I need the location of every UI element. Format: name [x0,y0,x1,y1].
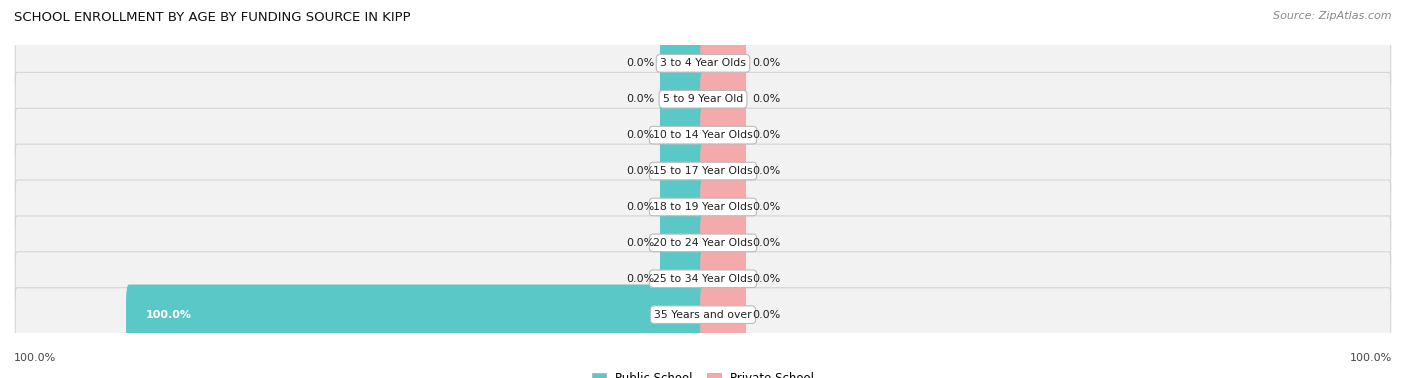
Text: 0.0%: 0.0% [626,166,654,176]
FancyBboxPatch shape [659,105,706,165]
FancyBboxPatch shape [15,216,1391,270]
FancyBboxPatch shape [700,177,747,237]
Legend: Public School, Private School: Public School, Private School [586,367,820,378]
Text: 20 to 24 Year Olds: 20 to 24 Year Olds [654,238,752,248]
Text: SCHOOL ENROLLMENT BY AGE BY FUNDING SOURCE IN KIPP: SCHOOL ENROLLMENT BY AGE BY FUNDING SOUR… [14,11,411,24]
FancyBboxPatch shape [15,252,1391,306]
Text: 10 to 14 Year Olds: 10 to 14 Year Olds [654,130,752,140]
Text: 0.0%: 0.0% [752,274,780,284]
FancyBboxPatch shape [700,69,747,129]
FancyBboxPatch shape [15,72,1391,126]
FancyBboxPatch shape [659,177,706,237]
FancyBboxPatch shape [127,285,706,345]
FancyBboxPatch shape [659,141,706,201]
Text: 3 to 4 Year Olds: 3 to 4 Year Olds [659,58,747,68]
Text: 18 to 19 Year Olds: 18 to 19 Year Olds [654,202,752,212]
FancyBboxPatch shape [700,105,747,165]
Text: 35 Years and over: 35 Years and over [654,310,752,320]
Text: 5 to 9 Year Old: 5 to 9 Year Old [662,94,744,104]
FancyBboxPatch shape [700,141,747,201]
FancyBboxPatch shape [700,285,747,345]
Text: 0.0%: 0.0% [752,238,780,248]
FancyBboxPatch shape [15,180,1391,234]
Text: 0.0%: 0.0% [626,94,654,104]
Text: 0.0%: 0.0% [626,58,654,68]
FancyBboxPatch shape [659,249,706,309]
FancyBboxPatch shape [700,213,747,273]
Text: Source: ZipAtlas.com: Source: ZipAtlas.com [1274,11,1392,21]
Text: 0.0%: 0.0% [626,238,654,248]
Text: 0.0%: 0.0% [752,310,780,320]
Text: 0.0%: 0.0% [752,58,780,68]
FancyBboxPatch shape [659,33,706,93]
Text: 0.0%: 0.0% [752,130,780,140]
Text: 0.0%: 0.0% [626,274,654,284]
FancyBboxPatch shape [15,108,1391,162]
Text: 25 to 34 Year Olds: 25 to 34 Year Olds [654,274,752,284]
FancyBboxPatch shape [15,288,1391,342]
Text: 15 to 17 Year Olds: 15 to 17 Year Olds [654,166,752,176]
Text: 100.0%: 100.0% [1350,353,1392,363]
Text: 0.0%: 0.0% [626,130,654,140]
Text: 0.0%: 0.0% [752,202,780,212]
Text: 0.0%: 0.0% [752,94,780,104]
FancyBboxPatch shape [659,69,706,129]
Text: 0.0%: 0.0% [752,166,780,176]
FancyBboxPatch shape [659,213,706,273]
FancyBboxPatch shape [15,36,1391,90]
FancyBboxPatch shape [700,33,747,93]
Text: 0.0%: 0.0% [626,202,654,212]
Text: 100.0%: 100.0% [146,310,193,320]
FancyBboxPatch shape [700,249,747,309]
Text: 100.0%: 100.0% [14,353,56,363]
FancyBboxPatch shape [15,144,1391,198]
